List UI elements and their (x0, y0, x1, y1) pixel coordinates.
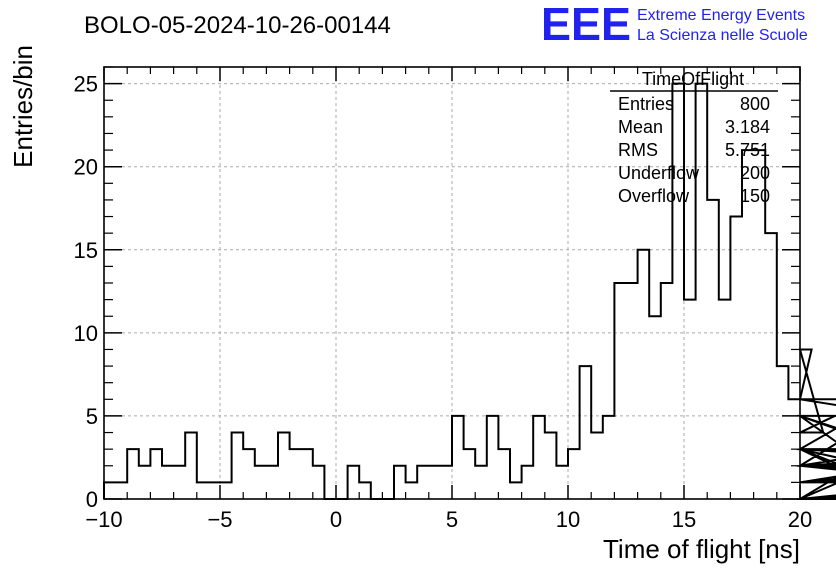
histogram-bin (614, 283, 626, 499)
stats-row-value: 150 (740, 186, 770, 206)
histogram-bin (232, 433, 244, 499)
histogram-bin (266, 466, 278, 499)
axis-ticks (103, 66, 801, 500)
histogram-bin (475, 466, 487, 499)
y-tick-label: 10 (74, 321, 98, 346)
histogram-bin (487, 416, 499, 499)
histogram-bin (580, 366, 592, 499)
histogram-bin (359, 482, 371, 499)
x-tick-label: 10 (556, 507, 580, 532)
histogram-bin (174, 466, 186, 499)
histogram-bin (104, 482, 116, 499)
stats-box-title: TimeOfFlight (642, 69, 744, 89)
histogram-bin (719, 300, 731, 499)
histogram-bin (290, 449, 302, 499)
eee-logo-mark: EEE (541, 0, 631, 50)
stats-row-label: Overflow (618, 186, 690, 206)
y-tick-label: 20 (74, 155, 98, 180)
stats-row-label: RMS (618, 140, 658, 160)
histogram-bin (556, 466, 568, 499)
histogram-bin (510, 482, 522, 499)
y-tick-label: 15 (74, 238, 98, 263)
histogram-bin (730, 217, 742, 499)
histogram-bin (440, 466, 452, 499)
stats-row-value: 200 (740, 163, 770, 183)
stats-row-value: 5.751 (725, 140, 770, 160)
x-tick-label: 5 (446, 507, 458, 532)
histogram-bin (638, 250, 650, 499)
histogram-bin (568, 449, 580, 499)
stats-row-value: 800 (740, 94, 770, 114)
histogram-bin (591, 433, 603, 499)
stats-row-label: Entries (618, 94, 674, 114)
eee-logo-line1: Extreme Energy Events (637, 7, 805, 24)
eee-logo: EEE Extreme Energy Events La Scienza nel… (541, 0, 808, 50)
x-tick-label: −5 (207, 507, 232, 532)
histogram-bin (533, 416, 545, 499)
x-tick-label: 0 (330, 507, 342, 532)
eee-logo-line2: La Scienza nelle Scuole (637, 27, 808, 44)
stats-row-value: 3.184 (725, 117, 770, 137)
histogram-bins (103, 82, 836, 500)
stats-row-label: Mean (618, 117, 663, 137)
histogram-bin (429, 466, 441, 499)
stats-box: TimeOfFlight Entries 800 Mean 3.184 RMS 5.751… (610, 69, 778, 206)
histogram-bin (452, 416, 464, 499)
histogram-bin (406, 482, 418, 499)
histogram-bin (765, 233, 777, 499)
histogram-bin (255, 466, 267, 499)
stats-box-rows: Entries 800 Mean 3.184 RMS 5.751 Underflow 200 O… (618, 94, 770, 206)
histogram-bin (394, 466, 406, 499)
histogram-bin (417, 466, 429, 499)
histogram-bin (522, 466, 534, 499)
histogram-bin (243, 449, 255, 499)
histogram-outline (103, 82, 836, 500)
x-tick-label: −10 (85, 507, 122, 532)
y-tick-label: 5 (86, 404, 98, 429)
x-tick-label: 15 (672, 507, 696, 532)
histogram-bin (116, 482, 128, 499)
stats-row-label: Underflow (618, 163, 700, 183)
histogram-bin (162, 466, 174, 499)
histogram-bin (707, 200, 719, 499)
histogram-bin (127, 449, 139, 499)
histogram-bin (684, 300, 696, 499)
histogram-bin (313, 466, 325, 499)
y-tick-label: 25 (74, 72, 98, 97)
y-tick-labels: 0 5 10 15 20 25 (74, 72, 98, 512)
y-axis-title: Entries/bin (8, 45, 38, 168)
histogram-bin (696, 84, 708, 499)
histogram-bin (278, 433, 290, 499)
x-axis-title: Time of flight [ns] (603, 534, 800, 564)
histogram-bin (649, 316, 661, 499)
histogram-bin (150, 449, 162, 499)
histogram-bin (208, 482, 220, 499)
x-tick-labels: −10 −5 0 5 10 15 20 (85, 507, 812, 532)
x-tick-label: 20 (788, 507, 812, 532)
histogram-bin (197, 482, 209, 499)
histogram-bin (185, 433, 197, 499)
histogram-bin (498, 449, 510, 499)
histogram-bin (464, 449, 476, 499)
histogram-bin (626, 283, 638, 499)
histogram-bin (603, 416, 615, 499)
plot-title: BOLO-05-2024-10-26-00144 (84, 12, 391, 39)
histogram-bin (545, 433, 557, 499)
histogram-bin (301, 449, 313, 499)
histogram-bin (348, 466, 360, 499)
histogram-bin (139, 466, 151, 499)
histogram-bin (220, 482, 232, 499)
histogram-bin (661, 283, 673, 499)
histogram-bin (777, 366, 789, 499)
histogram-bin (672, 84, 684, 499)
y-tick-label: 0 (86, 487, 98, 512)
